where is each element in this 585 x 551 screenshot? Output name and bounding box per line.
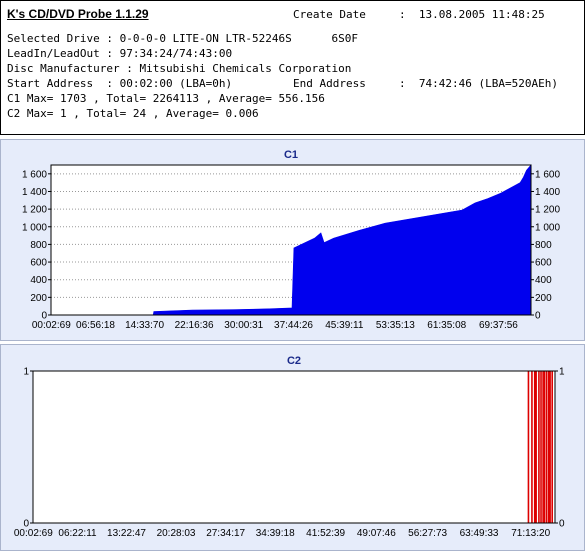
y-tick-label-left: 200 (30, 293, 47, 304)
y-tick-label-left: 1 200 (22, 205, 47, 216)
y-tick-label-right: 0 (559, 519, 565, 530)
end-address-value: : 74:42:46 (LBA=520AEh) (399, 77, 558, 90)
y-tick-label-right: 1 000 (535, 222, 560, 233)
end-address-label: End Address (293, 77, 366, 90)
c2-chart: C2 0 0 1 1 00:02:69 06:22:11 13:22:47 20:28:03 27… (14, 355, 565, 539)
y-tick-label-right: 0 (535, 311, 541, 322)
c2-chart-panel: C2 0 0 1 1 00:02:69 06:22:11 13:22:47 20:28:03 27… (0, 344, 585, 551)
leadin-leadout: LeadIn/LeadOut : 97:34:24/74:43:00 (7, 47, 233, 60)
x-tick-label: 13:22:47 (107, 528, 146, 539)
x-tick-label: 41:52:39 (306, 528, 345, 539)
x-tick-label: 45:39:11 (325, 320, 364, 331)
x-tick-label: 06:22:11 (58, 528, 97, 539)
y-tick-label-left: 1 (23, 367, 29, 378)
chart-title: C1 (284, 149, 298, 161)
y-tick-label-left: 600 (30, 258, 47, 269)
x-tick-label: 71:13:20 (511, 528, 550, 539)
y-tick-label-right: 800 (535, 240, 552, 251)
x-tick-label: 53:35:13 (376, 320, 415, 331)
x-tick-label: 30:00:31 (224, 320, 263, 331)
x-tick-label: 69:37:56 (479, 320, 518, 331)
disc-manufacturer: Disc Manufacturer : Mitsubishi Chemicals… (7, 62, 352, 75)
y-tick-label-right: 1 600 (535, 169, 560, 180)
c1-chart: C1 0 0 200 200 400 400 600 600 800 800 1 000 1 000 1 … (22, 149, 560, 331)
x-tick-label: 56:27:73 (408, 528, 447, 539)
x-tick-label: 49:07:46 (357, 528, 396, 539)
create-date-label: Create Date (293, 8, 366, 21)
create-date-value: : 13.08.2005 11:48:25 (399, 8, 545, 21)
selected-drive: Selected Drive : 0-0-0-0 LITE-ON LTR-522… (7, 32, 358, 45)
x-tick-label: 61:35:08 (427, 320, 466, 331)
y-tick-label-right: 1 (559, 367, 565, 378)
y-tick-label-left: 1 400 (22, 187, 47, 198)
y-tick-label-right: 1 400 (535, 187, 560, 198)
x-tick-label: 20:28:03 (157, 528, 196, 539)
y-tick-label-right: 200 (535, 293, 552, 304)
x-tick-label: 27:34:17 (206, 528, 245, 539)
c1-summary: C1 Max= 1703 , Total= 2264113 , Average=… (7, 92, 325, 105)
plot-area (32, 370, 556, 524)
chart-title: C2 (287, 355, 301, 367)
x-tick-label: 00:02:69 (32, 320, 71, 331)
plot-frame (32, 370, 556, 524)
y-tick-label-left: 0 (41, 311, 47, 322)
disc-info-panel: K's CD/DVD Probe 1.1.29 Create Date : 13… (0, 0, 585, 135)
x-tick-label: 63:49:33 (460, 528, 499, 539)
c1-chart-panel: C1 0 0 200 200 400 400 600 600 800 800 1 000 1 000 1 … (0, 139, 585, 341)
c1-area-series (51, 164, 532, 316)
y-tick-label-left: 0 (23, 519, 29, 530)
y-tick-label-left: 1 600 (22, 169, 47, 180)
y-tick-label-right: 1 200 (535, 205, 560, 216)
x-tick-label: 00:02:69 (14, 528, 53, 539)
y-tick-label-left: 400 (30, 275, 47, 286)
x-tick-label: 34:39:18 (256, 528, 295, 539)
y-tick-label-left: 800 (30, 240, 47, 251)
start-address: Start Address : 00:02:00 (LBA=0h) (7, 77, 233, 90)
x-tick-label: 14:33:70 (125, 320, 164, 331)
y-tick-label-right: 400 (535, 275, 552, 286)
c2-summary: C2 Max= 1 , Total= 24 , Average= 0.006 (7, 107, 259, 120)
x-tick-label: 37:44:26 (274, 320, 313, 331)
y-tick-label-left: 1 000 (22, 222, 47, 233)
plot-frame (50, 164, 532, 316)
x-tick-label: 06:56:18 (76, 320, 115, 331)
y-tick-label-right: 600 (535, 258, 552, 269)
x-tick-label: 22:16:36 (175, 320, 214, 331)
app-title: K's CD/DVD Probe 1.1.29 (7, 7, 149, 21)
